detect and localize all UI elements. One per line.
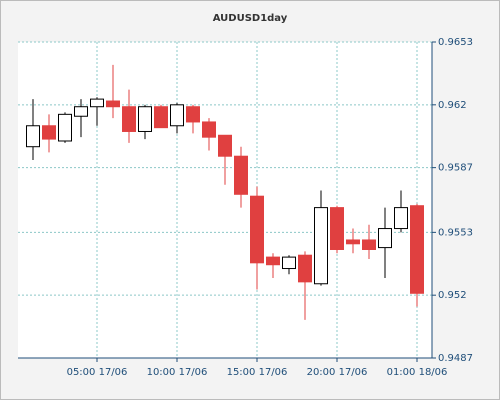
candle-body — [218, 134, 232, 157]
candle-body — [74, 106, 88, 117]
candle-body — [26, 125, 40, 148]
candle-body — [90, 98, 104, 108]
x-tick-label: 15:00 17/06 — [227, 367, 288, 378]
candle-body — [314, 207, 328, 285]
y-tick-label: 0.9653 — [438, 37, 473, 48]
candle-body — [170, 104, 184, 127]
candle-body — [362, 239, 376, 250]
x-tick-label: 01:00 18/06 — [387, 367, 448, 378]
chart-title: AUDUSD1day — [213, 13, 288, 24]
x-tick-label: 05:00 17/06 — [67, 367, 128, 378]
y-tick-label: 0.9487 — [438, 353, 473, 364]
candle-body — [186, 106, 200, 123]
candle-body — [234, 155, 248, 195]
x-tick-label: 10:00 17/06 — [147, 367, 208, 378]
candle-body — [42, 125, 56, 140]
candle-body — [378, 228, 392, 249]
candle-body — [250, 195, 264, 264]
candle-body — [202, 121, 216, 138]
x-tick-label: 20:00 17/06 — [307, 367, 368, 378]
candle-body — [106, 100, 120, 108]
candle-body — [122, 106, 136, 132]
candle-body — [266, 256, 280, 266]
candle-body — [410, 205, 424, 294]
candle-body — [298, 254, 312, 283]
candle-body — [138, 106, 152, 132]
candle-body — [330, 207, 344, 250]
plot-area — [18, 42, 432, 358]
candle-body — [282, 256, 296, 270]
y-tick-label: 0.962 — [438, 100, 467, 111]
candle-body — [346, 239, 360, 245]
candle-body — [58, 113, 72, 142]
y-tick-label: 0.9553 — [438, 227, 473, 238]
y-tick-label: 0.9587 — [438, 163, 473, 174]
candle-body — [154, 106, 168, 129]
y-tick-label: 0.952 — [438, 290, 467, 301]
candle-body — [394, 207, 408, 230]
